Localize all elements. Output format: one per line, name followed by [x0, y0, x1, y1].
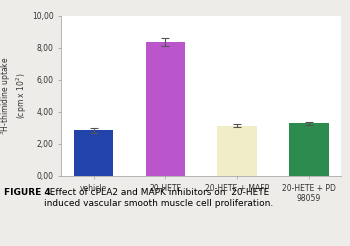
Y-axis label: $^3$H-thimidine uptake
(cpm x 10$^2$): $^3$H-thimidine uptake (cpm x 10$^2$) [0, 57, 29, 135]
Bar [289, 123, 329, 176]
Text: Effect of cPLA2 and MAPK inhibitors on  20-HETE
induced vascular smooth muscle c: Effect of cPLA2 and MAPK inhibitors on 2… [44, 188, 273, 208]
Text: FIGURE 4.: FIGURE 4. [4, 188, 54, 197]
Bar [146, 42, 185, 176]
Bar [217, 125, 257, 176]
Bar [74, 130, 113, 176]
